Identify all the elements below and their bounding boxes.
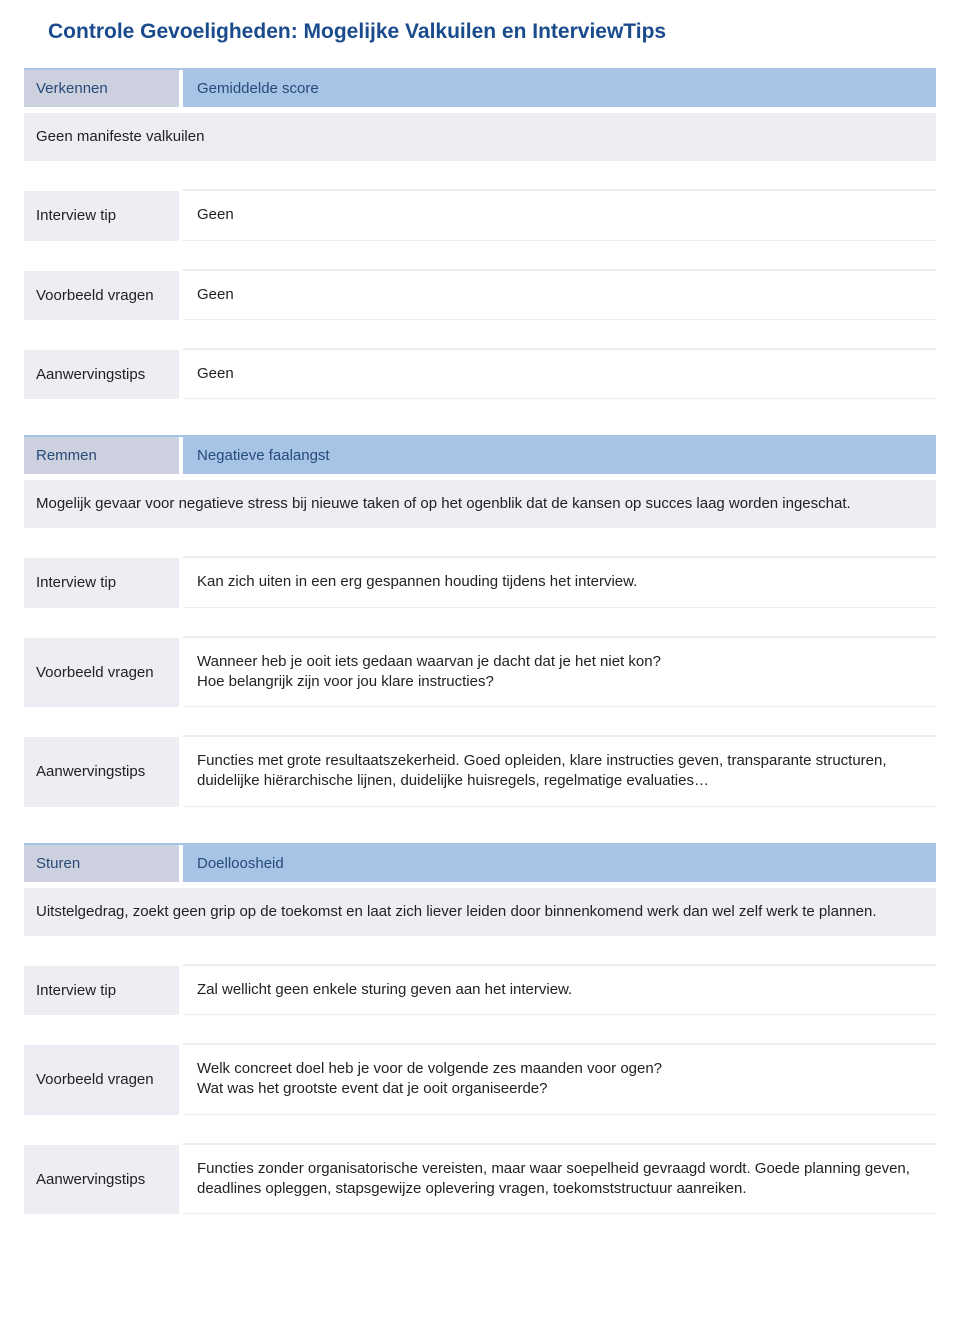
- field-row-voorbeeld-vragen: Voorbeeld vragen Geen: [24, 269, 936, 320]
- section-header-value: Gemiddelde score: [183, 70, 936, 107]
- section-header-value: Negatieve faalangst: [183, 437, 936, 474]
- field-value: Welk concreet doel heb je voor de volgen…: [183, 1043, 936, 1115]
- section-header: Remmen Negatieve faalangst: [24, 435, 936, 474]
- field-value: Geen: [183, 348, 936, 399]
- section-description: Uitstelgedrag, zoekt geen grip op de toe…: [24, 886, 936, 936]
- field-row-interview-tip: Interview tip Kan zich uiten in een erg …: [24, 556, 936, 607]
- field-label: Interview tip: [24, 964, 179, 1015]
- section-header: Sturen Doelloosheid: [24, 843, 936, 882]
- field-label: Aanwervingstips: [24, 1143, 179, 1215]
- field-row-interview-tip: Interview tip Geen: [24, 189, 936, 240]
- section-header-label: Sturen: [24, 845, 179, 882]
- section-header-label: Remmen: [24, 437, 179, 474]
- field-row-aanwervingstips: Aanwervingstips Geen: [24, 348, 936, 399]
- field-value: Functies met grote resultaatszekerheid. …: [183, 735, 936, 807]
- field-value: Geen: [183, 189, 936, 240]
- field-label: Voorbeeld vragen: [24, 269, 179, 320]
- section-sturen: Sturen Doelloosheid Uitstelgedrag, zoekt…: [24, 843, 936, 1215]
- field-label: Voorbeeld vragen: [24, 636, 179, 708]
- field-row-interview-tip: Interview tip Zal wellicht geen enkele s…: [24, 964, 936, 1015]
- section-header: Verkennen Gemiddelde score: [24, 68, 936, 107]
- field-label: Interview tip: [24, 189, 179, 240]
- field-row-aanwervingstips: Aanwervingstips Functies met grote resul…: [24, 735, 936, 807]
- field-label: Interview tip: [24, 556, 179, 607]
- field-value: Geen: [183, 269, 936, 320]
- field-value: Functies zonder organisatorische vereist…: [183, 1143, 936, 1215]
- section-remmen: Remmen Negatieve faalangst Mogelijk geva…: [24, 435, 936, 807]
- field-label: Aanwervingstips: [24, 348, 179, 399]
- section-header-value: Doelloosheid: [183, 845, 936, 882]
- section-header-label: Verkennen: [24, 70, 179, 107]
- field-value: Zal wellicht geen enkele sturing geven a…: [183, 964, 936, 1015]
- field-value: Kan zich uiten in een erg gespannen houd…: [183, 556, 936, 607]
- page-title: Controle Gevoeligheden: Mogelijke Valkui…: [48, 20, 936, 44]
- field-value: Wanneer heb je ooit iets gedaan waarvan …: [183, 636, 936, 708]
- section-description: Mogelijk gevaar voor negatieve stress bi…: [24, 478, 936, 528]
- section-verkennen: Verkennen Gemiddelde score Geen manifest…: [24, 68, 936, 399]
- field-row-voorbeeld-vragen: Voorbeeld vragen Wanneer heb je ooit iet…: [24, 636, 936, 708]
- field-row-aanwervingstips: Aanwervingstips Functies zonder organisa…: [24, 1143, 936, 1215]
- section-description: Geen manifeste valkuilen: [24, 111, 936, 161]
- field-label: Voorbeeld vragen: [24, 1043, 179, 1115]
- field-label: Aanwervingstips: [24, 735, 179, 807]
- field-row-voorbeeld-vragen: Voorbeeld vragen Welk concreet doel heb …: [24, 1043, 936, 1115]
